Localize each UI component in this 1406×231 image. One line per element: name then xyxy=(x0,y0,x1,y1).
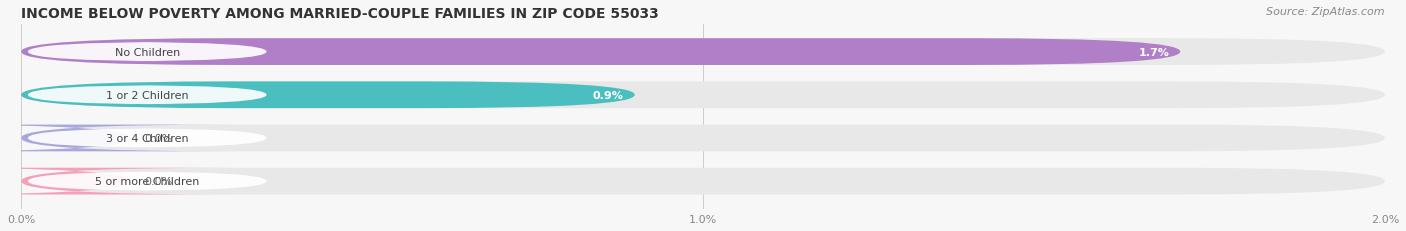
FancyBboxPatch shape xyxy=(28,43,267,62)
Text: 0.9%: 0.9% xyxy=(593,90,624,100)
Text: 5 or more Children: 5 or more Children xyxy=(96,176,200,186)
FancyBboxPatch shape xyxy=(21,82,1385,109)
Text: 3 or 4 Children: 3 or 4 Children xyxy=(105,133,188,143)
FancyBboxPatch shape xyxy=(28,172,267,191)
Text: 1 or 2 Children: 1 or 2 Children xyxy=(105,90,188,100)
Text: 1.7%: 1.7% xyxy=(1139,47,1170,57)
FancyBboxPatch shape xyxy=(21,82,634,109)
FancyBboxPatch shape xyxy=(21,39,1385,66)
Text: No Children: No Children xyxy=(115,47,180,57)
FancyBboxPatch shape xyxy=(28,129,267,148)
FancyBboxPatch shape xyxy=(28,86,267,105)
FancyBboxPatch shape xyxy=(21,125,1385,152)
FancyBboxPatch shape xyxy=(0,168,232,195)
FancyBboxPatch shape xyxy=(0,125,232,152)
Text: 0.0%: 0.0% xyxy=(143,133,172,143)
Text: Source: ZipAtlas.com: Source: ZipAtlas.com xyxy=(1267,7,1385,17)
Text: INCOME BELOW POVERTY AMONG MARRIED-COUPLE FAMILIES IN ZIP CODE 55033: INCOME BELOW POVERTY AMONG MARRIED-COUPL… xyxy=(21,7,659,21)
FancyBboxPatch shape xyxy=(21,168,1385,195)
Text: 0.0%: 0.0% xyxy=(143,176,172,186)
FancyBboxPatch shape xyxy=(21,39,1180,66)
